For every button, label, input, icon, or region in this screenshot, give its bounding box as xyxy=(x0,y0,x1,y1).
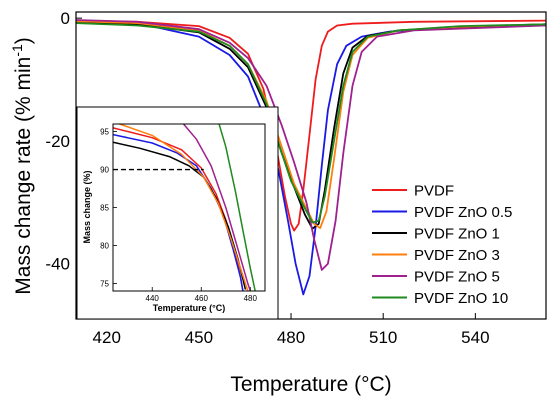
inset-x-tick-label: 440 xyxy=(146,294,160,303)
inset-series-pvdf-zno-10 xyxy=(218,124,256,291)
inset-y-tick-label: 95 xyxy=(100,128,109,137)
legend-label-pvdf-zno-5: PVDF ZnO 5 xyxy=(414,269,500,286)
legend-label-pvdf-zno-10: PVDF ZnO 10 xyxy=(414,290,508,307)
main-x-axis-label: Temperature (°C) xyxy=(230,373,391,396)
inset-x-axis-label: Temperature (°C) xyxy=(153,303,225,313)
main-series-lines xyxy=(75,19,547,296)
main-y-axis-label: Mass change rate (% min-1) xyxy=(9,37,35,295)
legend-label-pvdf-zno-1: PVDF ZnO 1 xyxy=(414,226,500,243)
main-series-pvdf-zno-10 xyxy=(75,22,547,224)
main-y-axis-label-close: ) xyxy=(12,37,35,44)
inset-chart: 440 460 480 75 80 85 90 95 Temperature (°C) Mas… xyxy=(76,106,279,320)
main-y-tick-label: -40 xyxy=(45,255,70,274)
main-x-tick-label: 450 xyxy=(185,328,213,347)
inset-y-tick-label: 80 xyxy=(100,241,109,250)
legend: PVDF PVDF ZnO 0.5 PVDF ZnO 1 PVDF ZnO 3 PVDF… xyxy=(372,183,512,307)
main-y-tick-label: 0 xyxy=(61,9,70,28)
main-y-tick-label: -20 xyxy=(45,132,70,151)
main-plot-frame xyxy=(75,11,547,320)
inset-series-pvdf-zno-3 xyxy=(117,124,249,291)
main-series-pvdf xyxy=(75,19,547,232)
inset-x-tick-label: 460 xyxy=(195,294,209,303)
inset-x-tick-label: 480 xyxy=(244,294,258,303)
inset-series-lines xyxy=(113,124,256,291)
legend-label-pvdf-zno-3: PVDF ZnO 3 xyxy=(414,247,500,264)
inset-y-axis-label: Mass change (%) xyxy=(82,170,92,243)
main-y-axis-label-sup: -1 xyxy=(9,44,25,57)
inset-y-tick-label: 90 xyxy=(100,166,109,175)
inset-y-tick-label: 75 xyxy=(100,279,109,288)
main-x-tick-label: 480 xyxy=(277,328,305,347)
main-series-pvdf-zno-5 xyxy=(75,19,547,271)
inset-axis-ticks: 440 460 480 75 80 85 90 95 xyxy=(100,128,257,303)
inset-series-pvdf-zno-5 xyxy=(182,124,252,291)
main-x-tick-label: 420 xyxy=(93,328,121,347)
legend-label-pvdf: PVDF xyxy=(414,183,454,200)
main-x-tick-label: 540 xyxy=(461,328,489,347)
inset-y-tick-label: 85 xyxy=(100,204,109,213)
legend-label-pvdf-zno-0-5: PVDF ZnO 0.5 xyxy=(414,204,512,221)
main-series-pvdf-zno-0-5 xyxy=(75,19,547,296)
main-y-axis-label-main: Mass change rate (% min xyxy=(12,57,35,295)
main-x-tick-label: 510 xyxy=(369,328,397,347)
